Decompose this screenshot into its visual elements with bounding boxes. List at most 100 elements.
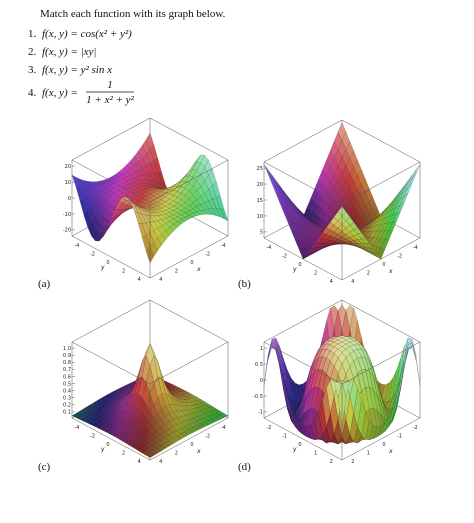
z-tick-label: 1.0 (63, 346, 71, 352)
y-tick-label: 4 (138, 459, 141, 465)
x-tick-label: -2 (413, 425, 418, 431)
box-edge (341, 161, 421, 205)
item-number: 1. (28, 28, 37, 40)
z-tick-label: 0 (260, 378, 263, 384)
z-tick-label: 0.5 (255, 362, 263, 368)
box-edge (341, 119, 421, 163)
x-tick-label: 0 (382, 442, 385, 448)
y-tick-label: 0 (298, 442, 301, 448)
box-edge (149, 235, 229, 279)
x-axis-label: x (388, 268, 393, 275)
formula: f(x, y) = y² sin x (42, 64, 112, 76)
y-axis-label: y (100, 264, 105, 271)
graph-label: (c) (38, 461, 51, 473)
x-tick-label: 1 (367, 450, 370, 456)
x-tick-label: 0 (190, 260, 193, 266)
x-tick-label: 4 (159, 277, 162, 283)
box-edge (71, 299, 151, 343)
x-axis-label: x (196, 448, 201, 455)
z-tick-label: 0.5 (63, 381, 71, 387)
z-tick-label: 0 (68, 196, 71, 202)
z-tick-label: 5 (260, 230, 263, 236)
surface-plot: 1 0.5 0 -0.5 -1 -2 -1 0 1 2 2 1 0 -1 -2 y x (253, 299, 421, 465)
y-tick-label: -4 (74, 425, 79, 431)
box-edge (263, 341, 343, 385)
z-tick-label: 15 (257, 198, 263, 204)
surface-patch (412, 164, 421, 179)
box-edge (71, 341, 151, 385)
y-tick-label: -2 (90, 252, 95, 258)
formula: f(x, y) = |xy| (42, 46, 96, 58)
box-edge (263, 417, 343, 461)
z-tick-label: 0.6 (63, 374, 71, 380)
y-tick-label: -1 (282, 434, 287, 440)
y-tick-label: 0 (106, 260, 109, 266)
box-edge (149, 117, 229, 161)
graph-label: (b) (238, 278, 251, 290)
z-tick-label: 0.9 (63, 353, 71, 359)
graph-label: (a) (38, 278, 51, 290)
z-tick-label: 0.2 (63, 403, 71, 409)
numerator: 1 (107, 79, 113, 91)
x-tick-label: -4 (413, 245, 418, 251)
y-tick-label: 0 (298, 262, 301, 268)
x-tick-label: 0 (382, 262, 385, 268)
y-axis-label: y (100, 446, 105, 453)
x-tick-label: -1 (397, 434, 402, 440)
box-edge (71, 159, 151, 203)
z-tick-label: 0.8 (63, 360, 71, 366)
z-tick-label: 25 (257, 166, 263, 172)
z-tick-label: 20 (65, 164, 71, 170)
y-tick-label: 2 (122, 268, 125, 274)
y-tick-label: 4 (330, 279, 333, 285)
x-axis-label: x (388, 448, 393, 455)
box-edge (71, 417, 151, 461)
y-tick-label: -2 (282, 254, 287, 260)
item-number: 3. (28, 64, 37, 76)
box-edge (71, 117, 151, 161)
x-tick-label: 2 (351, 459, 354, 465)
y-tick-label: -4 (74, 243, 79, 249)
box-edge (149, 159, 229, 203)
box-edge (341, 341, 421, 385)
z-tick-label: -20 (63, 228, 71, 234)
formula: f(x, y) = (42, 87, 78, 99)
x-tick-label: -4 (221, 243, 226, 249)
y-tick-label: -2 (266, 425, 271, 431)
surface-plot: 1.00.90.80.70.60.50.4 0.30.20.1 -4 -2 0 2 4 4 2 0… (63, 299, 229, 465)
surface-patch (263, 164, 272, 179)
x-tick-label: 4 (159, 459, 162, 465)
item-number: 4. (28, 87, 37, 99)
z-tick-label: 20 (257, 182, 263, 188)
z-tick-label: 1 (260, 346, 263, 352)
graph-label: (d) (238, 461, 251, 473)
x-axis-label: x (196, 266, 201, 273)
denominator: 1 + x² + y² (86, 94, 134, 106)
x-tick-label: 4 (351, 279, 354, 285)
box-edge (263, 119, 343, 163)
z-tick-label: 10 (65, 180, 71, 186)
z-tick-label: 0.1 (63, 410, 71, 416)
x-tick-label: -2 (397, 254, 402, 260)
x-tick-label: 2 (175, 450, 178, 456)
z-tick-label: 0.4 (63, 388, 71, 394)
y-tick-label: 4 (138, 277, 141, 283)
box-edge (341, 299, 421, 343)
x-tick-label: -4 (221, 425, 226, 431)
x-tick-label: -2 (205, 252, 210, 258)
box-edge (149, 341, 229, 385)
z-tick-label: -1 (258, 410, 263, 416)
x-tick-label: 2 (175, 268, 178, 274)
y-tick-label: 2 (330, 459, 333, 465)
z-tick-label: 0.3 (63, 396, 71, 402)
box-edge (71, 235, 151, 279)
box-edge (149, 299, 229, 343)
item-number: 2. (28, 46, 37, 58)
y-tick-label: 0 (106, 442, 109, 448)
box-edge (341, 417, 421, 461)
y-tick-label: -2 (90, 434, 95, 440)
box-edge (341, 237, 421, 281)
